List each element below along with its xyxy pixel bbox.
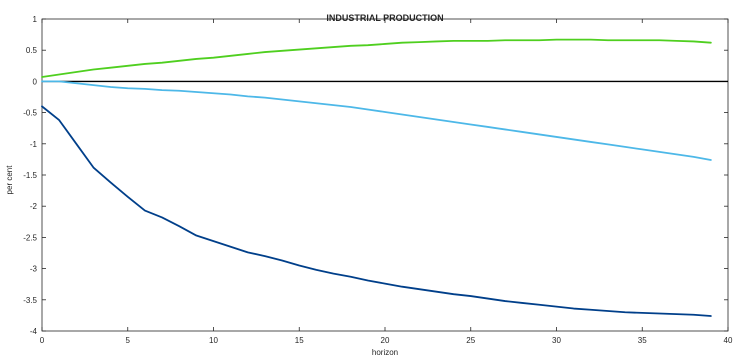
x-axis-label: horizon xyxy=(372,348,398,357)
y-axis-tick-label: 0.5 xyxy=(26,46,38,55)
y-axis-tick-label: 0 xyxy=(33,77,38,86)
series-2 xyxy=(41,80,712,161)
y-axis-tick-label: 1 xyxy=(33,15,38,24)
x-axis-tick-label: 15 xyxy=(295,336,304,345)
series-group xyxy=(41,38,728,317)
y-axis-tick-label: -1 xyxy=(30,140,38,149)
y-axis-tick-label: -3 xyxy=(30,265,38,274)
series-1 xyxy=(41,38,712,78)
x-axis-tick-label: 5 xyxy=(126,336,131,345)
x-axis-tick-label: 0 xyxy=(40,336,45,345)
y-axis-label: per cent xyxy=(5,165,14,195)
x-axis-ticks: 0 5 10 15 20 25 30 35 40 xyxy=(40,19,733,345)
series-line-3 xyxy=(41,105,712,317)
y-axis-tick-label: -0.5 xyxy=(23,109,37,118)
y-axis-tick-label: -1.5 xyxy=(23,171,37,180)
series-line-1 xyxy=(41,38,712,78)
x-axis-tick-label: 30 xyxy=(552,336,561,345)
chart-title: INDUSTRIAL PRODUCTION xyxy=(326,13,443,23)
y-axis-tick-label: -2 xyxy=(30,202,38,211)
x-axis-tick-label: 10 xyxy=(209,336,218,345)
x-axis-tick-label: 40 xyxy=(724,336,733,345)
x-axis-tick-label: 25 xyxy=(466,336,475,345)
x-axis-tick-label: 20 xyxy=(381,336,390,345)
y-axis-tick-label: -4 xyxy=(30,327,38,336)
series-3 xyxy=(41,105,712,317)
x-axis-tick-label: 35 xyxy=(638,336,647,345)
y-axis-ticks: 1 0.5 0 -0.5 -1 -1.5 -2 -2.5 -3 -3.5 -4 xyxy=(23,15,728,336)
y-axis-tick-label: -2.5 xyxy=(23,233,37,242)
y-axis-tick-label: -3.5 xyxy=(23,296,37,305)
series-line-2 xyxy=(41,80,712,161)
